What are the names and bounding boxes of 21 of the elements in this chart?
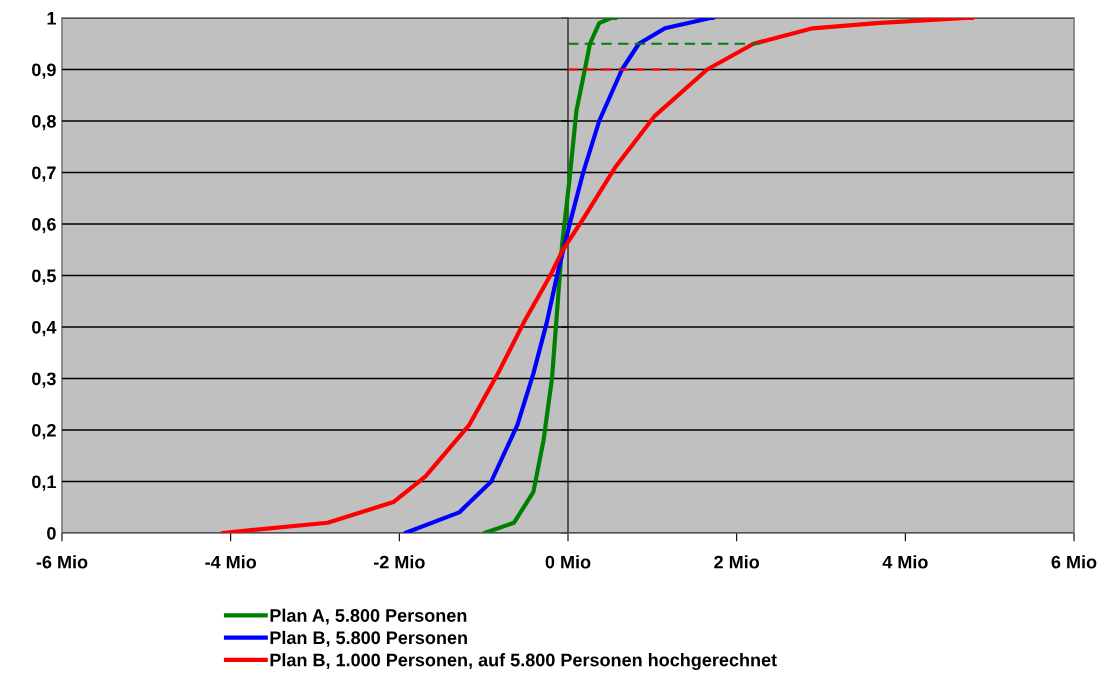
y-tick-label: 0,2 bbox=[32, 423, 56, 440]
x-tick-label: 6 Mio bbox=[1051, 555, 1097, 569]
x-tick-label: -4 Mio bbox=[205, 555, 257, 569]
y-tick-label: 0,7 bbox=[32, 166, 56, 182]
y-tick-label: 0,4 bbox=[32, 320, 57, 337]
y-tick-label: 0,5 bbox=[32, 269, 56, 285]
y-tick-label: 0,9 bbox=[32, 63, 56, 79]
x-tick-label: -2 Mio bbox=[373, 555, 425, 569]
y-tick-label: 0,1 bbox=[32, 475, 56, 491]
x-tick-label: -6 Mio bbox=[36, 555, 88, 569]
y-tick-label: 1 bbox=[47, 12, 56, 25]
legend-label: Plan A, 5.800 Personen bbox=[270, 608, 467, 625]
y-tick-label: 0 bbox=[47, 526, 56, 540]
y-tick-label: 0,6 bbox=[32, 217, 56, 234]
y-tick-label: 0,8 bbox=[32, 114, 56, 131]
x-tick-label: 0 Mio bbox=[545, 555, 591, 569]
legend-label: Plan B, 5.800 Personen bbox=[270, 630, 467, 647]
x-tick-label: 4 Mio bbox=[882, 555, 928, 569]
legend-label: Plan B, 1.000 Personen, auf 5.800 Personen hochgerechnet bbox=[270, 653, 777, 671]
x-tick-label: 2 Mio bbox=[714, 555, 760, 569]
y-tick-label: 0,3 bbox=[32, 372, 56, 388]
